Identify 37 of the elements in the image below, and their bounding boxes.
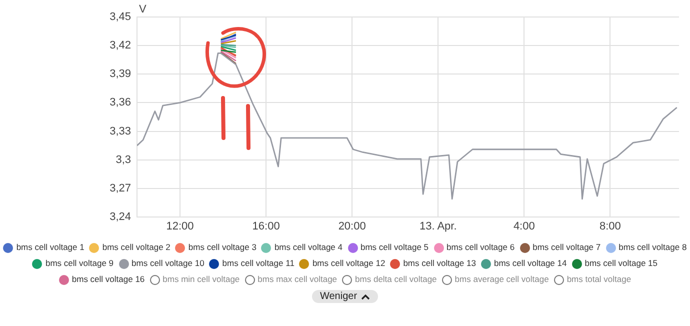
legend-label: bms cell voltage 16	[72, 274, 145, 285]
y-axis-title: V	[139, 4, 147, 16]
legend-label: bms cell voltage 7	[532, 242, 601, 253]
x-tick-label: 20:00	[338, 220, 366, 233]
y-tick-label: 3,36	[110, 96, 131, 109]
legend-label: bms cell voltage 2	[102, 242, 170, 253]
legend-label: bms min cell voltage	[162, 274, 240, 285]
x-tick-label: 12:00	[166, 220, 194, 233]
y-tick-label: 3,33	[110, 125, 131, 138]
legend-label: bms cell voltage 15	[584, 258, 658, 269]
legend-label: bms cell voltage 10	[132, 258, 204, 269]
legend-label: bms cell voltage 12	[312, 258, 386, 269]
legend-label: bms cell voltage 14	[494, 258, 567, 269]
x-tick-label: 8:00	[599, 220, 621, 233]
y-tick-label: 3,27	[110, 182, 131, 194]
legend-label: bms cell voltage 9	[45, 258, 114, 269]
legend-label: bms cell voltage 3	[188, 242, 256, 253]
legend-label: bms max cell voltage	[258, 274, 338, 285]
x-tick-label: 4:00	[513, 220, 535, 233]
y-tick-label: 3,45	[110, 11, 131, 24]
legend-label: bms cell voltage 6	[446, 242, 515, 253]
legend-label: bms cell voltage 4	[274, 242, 342, 253]
y-tick-label: 3,24	[110, 211, 131, 224]
legend-label: bms delta cell voltage	[355, 274, 437, 285]
legend-label: bms cell voltage 11	[222, 258, 294, 269]
legend-label: bms cell voltage 1	[16, 242, 84, 253]
text: Weniger	[320, 291, 358, 302]
y-tick-label: 3,3	[116, 154, 131, 166]
y-tick-label: 3,42	[110, 40, 131, 52]
legend-label: bms cell voltage 5	[360, 242, 429, 253]
legend-label: bms cell voltage 13	[403, 258, 476, 269]
legend-label: bms cell voltage 8	[618, 242, 687, 253]
legend-label: bms average cell voltage	[454, 274, 549, 285]
x-tick-label: 16:00	[252, 220, 280, 233]
y-tick-label: 3,39	[110, 68, 131, 80]
x-tick-label: 13. Apr.	[419, 220, 457, 233]
legend-label: bms total voltage	[566, 274, 632, 285]
